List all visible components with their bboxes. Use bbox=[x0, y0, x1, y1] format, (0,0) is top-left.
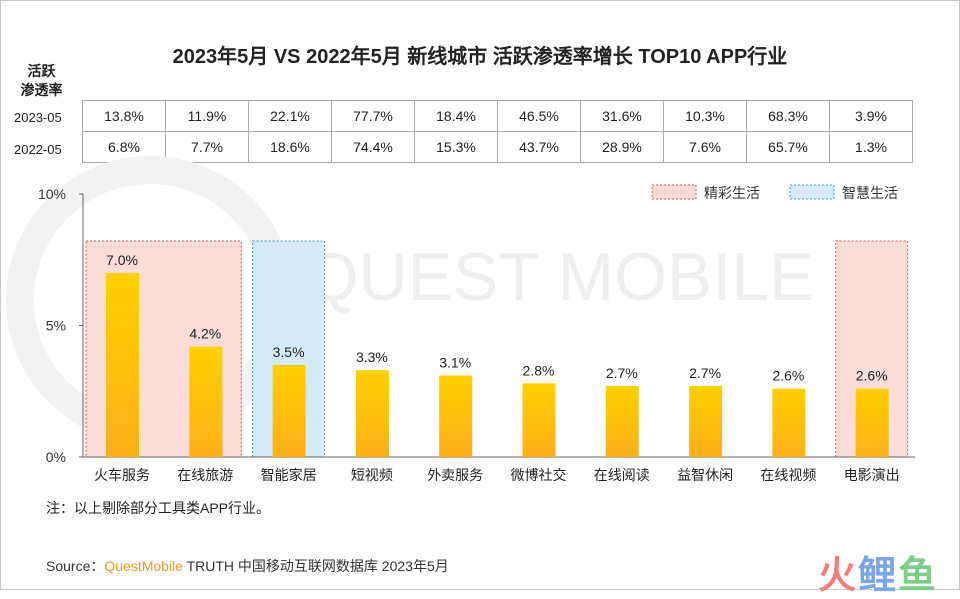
bar bbox=[272, 364, 306, 457]
x-tick-label: 在线阅读 bbox=[594, 467, 650, 483]
watermark-text: QUEST MOBILE bbox=[306, 239, 815, 315]
data-label: 2.7% bbox=[606, 365, 638, 381]
data-label: 4.2% bbox=[189, 326, 221, 342]
source: Source：QuestMobile TRUTH 中国移动互联网数据库 2023… bbox=[46, 556, 449, 576]
x-tick-label: 益智休闲 bbox=[677, 467, 733, 483]
x-tick-label: 电影演出 bbox=[844, 467, 900, 483]
data-label: 3.1% bbox=[439, 354, 471, 370]
y-tick-label: 0% bbox=[46, 449, 66, 465]
bar bbox=[522, 383, 556, 457]
data-label: 3.3% bbox=[356, 349, 388, 365]
table-cell: 18.6% bbox=[248, 131, 332, 163]
x-tick-label: 在线旅游 bbox=[177, 467, 233, 483]
bar bbox=[772, 388, 806, 457]
table-row: 13.8% 11.9% 22.1% 77.7% 18.4% 46.5% 31.6% 10.3%… bbox=[82, 100, 913, 132]
table-cell: 77.7% bbox=[331, 100, 415, 132]
bar bbox=[439, 375, 473, 457]
penetration-table: 13.8% 11.9% 22.1% 77.7% 18.4% 46.5% 31.6% 10.3%… bbox=[82, 100, 913, 163]
table-cell: 3.9% bbox=[829, 100, 913, 132]
table-cell: 22.1% bbox=[248, 100, 332, 132]
table-cell: 46.5% bbox=[497, 100, 581, 132]
table-cell: 74.4% bbox=[331, 131, 415, 163]
source-rest: TRUTH 中国移动互联网数据库 2023年5月 bbox=[182, 558, 449, 574]
x-tick-label: 在线视频 bbox=[760, 467, 816, 483]
table-cell: 10.3% bbox=[663, 100, 747, 132]
data-label: 2.7% bbox=[689, 365, 721, 381]
footnote: 注：以上剔除部分工具类APP行业。 bbox=[46, 500, 271, 516]
table-cell: 15.3% bbox=[414, 131, 498, 163]
row-label: 2022-05 bbox=[14, 142, 62, 157]
table-cell: 1.3% bbox=[829, 131, 913, 163]
table-cell: 65.7% bbox=[746, 131, 830, 163]
legend-swatch bbox=[651, 184, 697, 200]
x-tick-label: 微博社交 bbox=[511, 467, 567, 483]
table-row: 6.8% 7.7% 18.6% 74.4% 15.3% 43.7% 28.9% 7.6% 65.… bbox=[82, 131, 913, 163]
bar bbox=[106, 272, 139, 457]
data-label: 7.0% bbox=[106, 252, 138, 268]
data-label: 3.5% bbox=[273, 344, 305, 360]
source-prefix: Source： bbox=[46, 558, 105, 574]
table-cell: 7.7% bbox=[165, 131, 249, 163]
x-tick-label: 火车服务 bbox=[94, 467, 150, 483]
data-label: 2.6% bbox=[772, 368, 804, 384]
y-tick-label: 10% bbox=[38, 186, 66, 202]
legend-label: 智慧生活 bbox=[842, 185, 898, 201]
table-header: 活跃 渗透率 bbox=[14, 62, 69, 100]
logo: 火鲤鱼 bbox=[817, 555, 938, 597]
bar bbox=[605, 385, 639, 457]
legend-swatch bbox=[789, 184, 835, 200]
bar bbox=[355, 370, 389, 457]
bar bbox=[689, 385, 723, 457]
x-tick-label: 外卖服务 bbox=[427, 467, 483, 483]
source-brand: QuestMobile bbox=[104, 558, 183, 574]
row-label: 2023-05 bbox=[14, 110, 62, 125]
table-cell: 43.7% bbox=[497, 131, 581, 163]
table-cell: 18.4% bbox=[414, 100, 498, 132]
header-line1: 活跃 bbox=[27, 63, 56, 79]
table-cell: 7.6% bbox=[663, 131, 747, 163]
x-tick-label: 智能家居 bbox=[261, 467, 317, 483]
bar bbox=[189, 346, 223, 457]
chart-title: 2023年5月 VS 2022年5月 新线城市 活跃渗透率增长 TOP10 AP… bbox=[172, 46, 788, 68]
data-label: 2.8% bbox=[523, 362, 555, 378]
table-cell: 28.9% bbox=[580, 131, 664, 163]
legend-label: 精彩生活 bbox=[704, 185, 760, 201]
header-line2: 渗透率 bbox=[20, 82, 63, 98]
table-cell: 68.3% bbox=[746, 100, 830, 132]
y-tick-label: 5% bbox=[46, 318, 66, 334]
bar bbox=[855, 388, 889, 457]
data-label: 2.6% bbox=[856, 368, 888, 384]
table-cell: 31.6% bbox=[580, 100, 664, 132]
x-tick-label: 短视频 bbox=[351, 467, 393, 483]
